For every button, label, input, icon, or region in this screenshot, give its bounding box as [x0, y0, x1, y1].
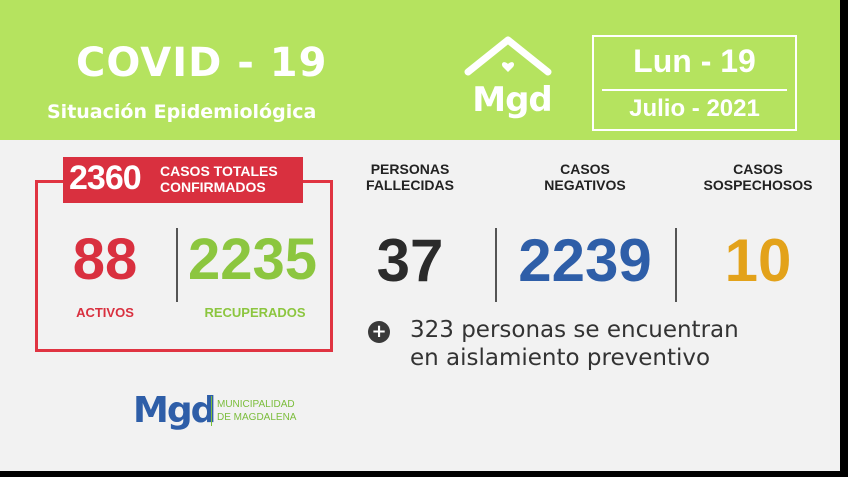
- divider: [675, 228, 677, 302]
- total-cases-value: 2360: [69, 159, 142, 197]
- divider: [176, 228, 178, 302]
- recovered-value: 2235: [187, 227, 318, 292]
- house-icon: [464, 36, 552, 76]
- footer-logo-divider: [211, 396, 212, 426]
- deaths-value: 37: [376, 227, 444, 294]
- deaths-heading: PERSONAS FALLECIDAS: [340, 161, 480, 193]
- date-box: Lun - 19 Julio - 2021: [592, 35, 797, 131]
- municipality-logo: Mgd: [462, 34, 554, 126]
- active-cases-label: ACTIVOS: [76, 305, 134, 320]
- footer-logo-line1: MUNICIPALIDAD: [217, 399, 295, 410]
- date-divider: [602, 89, 787, 91]
- deaths-heading-line1: PERSONAS: [370, 161, 450, 177]
- footer-logo-line2: DE MAGDALENA: [217, 412, 297, 423]
- total-cases-label-line2: CONFIRMADOS: [160, 179, 266, 195]
- header-banner: COVID - 19 Situación Epidemiológica Mgd …: [0, 0, 840, 140]
- covid-report-card: COVID - 19 Situación Epidemiológica Mgd …: [0, 0, 840, 471]
- total-cases-label: CASOS TOTALES CONFIRMADOS: [160, 163, 278, 195]
- suspected-heading-line2: SOSPECHOSOS: [703, 177, 813, 193]
- footer-logo-text: MUNICIPALIDAD DE MAGDALENA: [217, 398, 296, 424]
- deaths-heading-line2: FALLECIDAS: [366, 177, 454, 193]
- isolation-note-line2: en aislamiento preventivo: [410, 345, 711, 371]
- isolation-note: 323 personas se encuentran en aislamient…: [410, 316, 830, 372]
- total-cases-badge: 2360 CASOS TOTALES CONFIRMADOS: [63, 157, 303, 203]
- negative-heading-line1: CASOS: [560, 161, 610, 177]
- suspected-heading-line1: CASOS: [733, 161, 783, 177]
- recovered-label: RECUPERADOS: [204, 305, 306, 320]
- plus-circle-icon: +: [368, 321, 390, 343]
- active-cases-value: 88: [72, 227, 138, 292]
- report-subtitle: Situación Epidemiológica: [47, 101, 317, 123]
- logo-text: Mgd: [472, 80, 553, 120]
- negative-heading: CASOS NEGATIVOS: [515, 161, 655, 193]
- date-day: Lun - 19: [633, 43, 756, 79]
- report-title: COVID - 19: [76, 40, 328, 86]
- suspected-value: 10: [724, 227, 792, 294]
- negative-heading-line2: NEGATIVOS: [544, 177, 626, 193]
- isolation-note-line1: 323 personas se encuentran: [410, 317, 739, 343]
- divider: [495, 228, 497, 302]
- date-month: Julio - 2021: [629, 95, 760, 122]
- footer-logo: Mgd MUNICIPALIDAD DE MAGDALENA: [133, 390, 333, 440]
- total-cases-label-line1: CASOS TOTALES: [160, 163, 278, 179]
- footer-logo-mgd: Mgd: [133, 390, 216, 431]
- negative-value: 2239: [518, 227, 652, 294]
- suspected-heading: CASOS SOSPECHOSOS: [688, 161, 828, 193]
